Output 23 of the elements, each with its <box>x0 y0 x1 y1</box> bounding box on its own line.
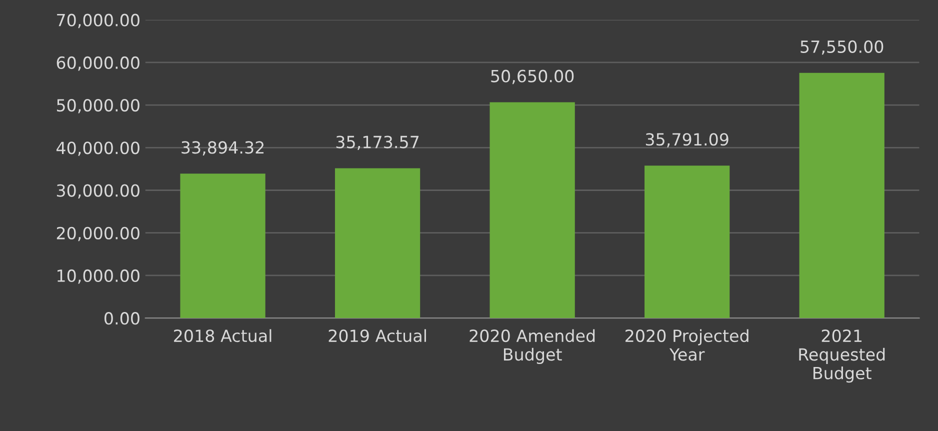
x-tick-label: 2019 Actual <box>328 329 426 342</box>
x-tick-label: 2021 Requested Budget <box>799 329 885 383</box>
x-tick-label: 2020 Projected Year <box>626 329 748 361</box>
y-tick-label: 50,000.00 <box>56 99 140 114</box>
x-tick-label: 2020 Amended Budget <box>470 329 595 364</box>
data-label: 33,894.32 <box>182 141 264 156</box>
data-label: 50,650.00 <box>491 70 574 84</box>
bar <box>490 102 575 318</box>
x-tick-label: 2018 Actual <box>174 329 272 342</box>
y-tick-label: 30,000.00 <box>56 184 140 199</box>
bar <box>180 174 266 318</box>
y-tick-label: 60,000.00 <box>56 56 140 71</box>
y-tick-label: 40,000.00 <box>56 142 140 156</box>
bar <box>334 168 420 318</box>
data-label: 35,791.09 <box>646 133 728 148</box>
bar <box>644 166 730 318</box>
y-tick-label: 10,000.00 <box>58 269 140 284</box>
y-tick-label: 0.00 <box>104 312 140 325</box>
bar <box>799 72 884 318</box>
data-label: 35,173.57 <box>336 136 419 150</box>
y-tick-label: 70,000.00 <box>57 14 140 28</box>
y-tick-label: 20,000.00 <box>56 226 140 242</box>
data-label: 57,550.00 <box>800 40 884 55</box>
